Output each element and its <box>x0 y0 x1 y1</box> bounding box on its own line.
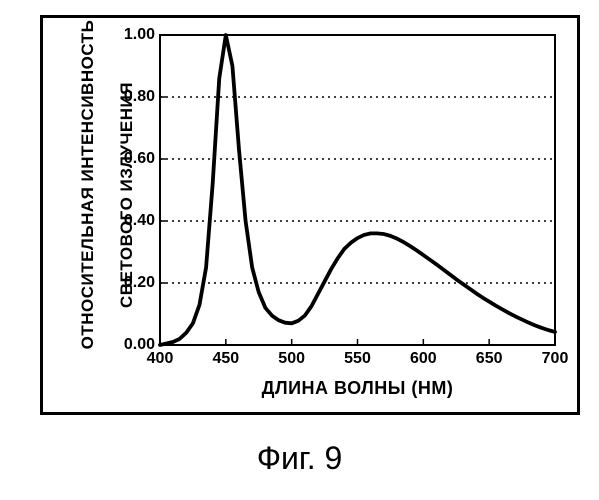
x-tick-label: 550 <box>344 350 371 368</box>
x-tick-label: 650 <box>476 350 503 368</box>
y-tick-label: 0.20 <box>124 274 155 292</box>
y-tick-label: 1.00 <box>124 26 155 44</box>
y-axis-label-line1: ОТНОСИТЕЛЬНАЯ ИНТЕНСИВНОСТЬ <box>78 20 97 350</box>
plot-area <box>160 35 555 345</box>
x-tick-label: 400 <box>147 350 174 368</box>
y-axis-label: ОТНОСИТЕЛЬНАЯ ИНТЕНСИВНОСТЬ СВЕТОВОГО ИЗ… <box>58 10 175 380</box>
x-axis-label: ДЛИНА ВОЛНЫ (НМ) <box>160 378 555 399</box>
x-tick-label: 700 <box>542 350 569 368</box>
figure-caption: Фиг. 9 <box>0 440 599 477</box>
figure-container: ОТНОСИТЕЛЬНАЯ ИНТЕНСИВНОСТЬ СВЕТОВОГО ИЗ… <box>0 0 599 500</box>
y-tick-label: 0.60 <box>124 150 155 168</box>
x-tick-label: 600 <box>410 350 437 368</box>
x-tick-label: 500 <box>278 350 305 368</box>
y-axis-label-line2: СВЕТОВОГО ИЗЛУЧЕНИЯ <box>117 10 137 380</box>
plot-svg <box>160 35 555 345</box>
y-tick-label: 0.40 <box>124 212 155 230</box>
y-tick-label: 0.80 <box>124 88 155 106</box>
spectrum-line <box>160 35 555 345</box>
x-tick-label: 450 <box>212 350 239 368</box>
